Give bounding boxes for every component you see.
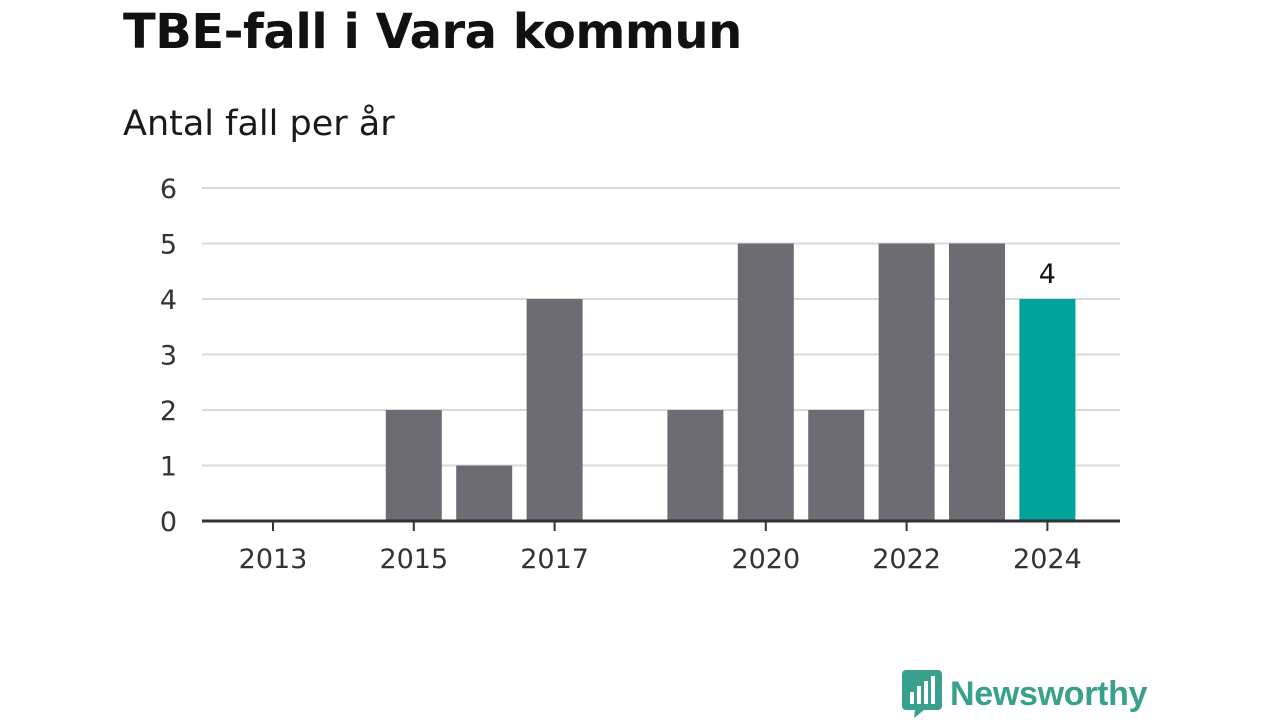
bar-2021: [808, 410, 865, 521]
data-label-2024: 4: [1039, 259, 1056, 290]
bar-2019: [667, 410, 724, 521]
y-tick-label: 3: [160, 341, 177, 372]
x-tick-label: 2015: [379, 544, 448, 575]
bar-chart-speech-bubble-icon: [902, 670, 942, 718]
y-tick-label: 4: [160, 285, 177, 316]
chart-subtitle: Antal fall per år: [123, 104, 395, 144]
x-tick-label: 2013: [239, 544, 308, 575]
y-tick-label: 1: [160, 452, 177, 483]
bar-2020: [737, 243, 794, 521]
bar-2017: [526, 299, 583, 521]
labels: 0 1 2 3 4 5 6 2013 2015 2017 2020 2022 2024 4: [160, 174, 1082, 575]
brand-name: Newsworthy: [950, 674, 1148, 713]
bars: [385, 243, 1076, 521]
bar-2023: [949, 243, 1005, 521]
bar-2016: [456, 465, 513, 521]
x-tick-label: 2020: [731, 544, 800, 575]
bar-2022: [878, 243, 935, 521]
y-tick-label: 5: [160, 230, 177, 261]
y-tick-label: 2: [160, 396, 177, 427]
chart-title: TBE-fall i Vara kommun: [123, 4, 742, 60]
x-tick-label: 2024: [1013, 544, 1082, 575]
bar-2024: [1019, 299, 1076, 521]
bar-2015: [385, 410, 442, 521]
y-tick-label: 0: [160, 507, 177, 538]
x-tick-label: 2017: [520, 544, 589, 575]
x-tick-label: 2022: [872, 544, 941, 575]
axes: [202, 519, 1120, 531]
y-tick-label: 6: [160, 174, 177, 205]
newsworthy-logo: Newsworthy: [902, 670, 1148, 718]
